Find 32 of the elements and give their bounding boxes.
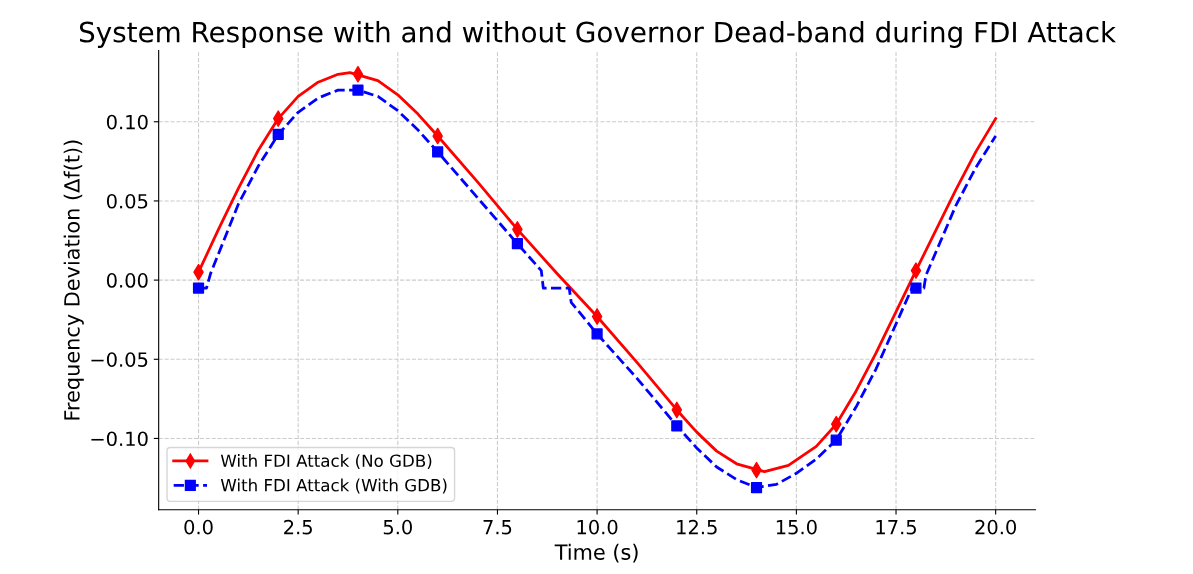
x-tick-label: 5.0 [383, 519, 412, 535]
x-tick-label: 2.5 [284, 519, 312, 535]
point [910, 282, 922, 294]
point [192, 282, 205, 294]
legend-label: With FDI Attack (With GDB) [220, 478, 447, 494]
point [591, 308, 603, 325]
point [272, 128, 284, 141]
y-tick-label: 0.10 [106, 114, 148, 130]
x-tick-label: 10.0 [577, 519, 618, 535]
x-tick-label: 20.0 [975, 519, 1017, 535]
y-axis-title: Frequency Deviation (Δf(t)) [63, 140, 84, 420]
point [671, 420, 683, 432]
point [910, 262, 922, 279]
point [352, 84, 364, 96]
x-tick-label: 15.0 [776, 519, 817, 535]
legend-label: With FDI Attack (No GDB) [220, 454, 432, 469]
point [272, 110, 284, 127]
point [432, 146, 444, 158]
x-tick-label: 0.0 [184, 519, 213, 535]
x-tick-label: 7.5 [483, 520, 512, 535]
point [511, 238, 523, 250]
chart-title: System Response with and without Governor Dead-band during FDI Attack [79, 21, 1117, 48]
point [750, 481, 763, 494]
point [591, 328, 603, 340]
point [830, 434, 842, 446]
x-tick-label: 12.5 [677, 519, 717, 535]
y-tick-label: 0.05 [106, 193, 148, 209]
y-tick-label: −0.10 [91, 431, 148, 447]
y-tick-label: −0.05 [91, 352, 148, 367]
y-tick-label: 0.00 [106, 273, 148, 288]
x-tick-label: 17.5 [876, 520, 916, 535]
x-axis-title: Time (s) [554, 543, 638, 563]
